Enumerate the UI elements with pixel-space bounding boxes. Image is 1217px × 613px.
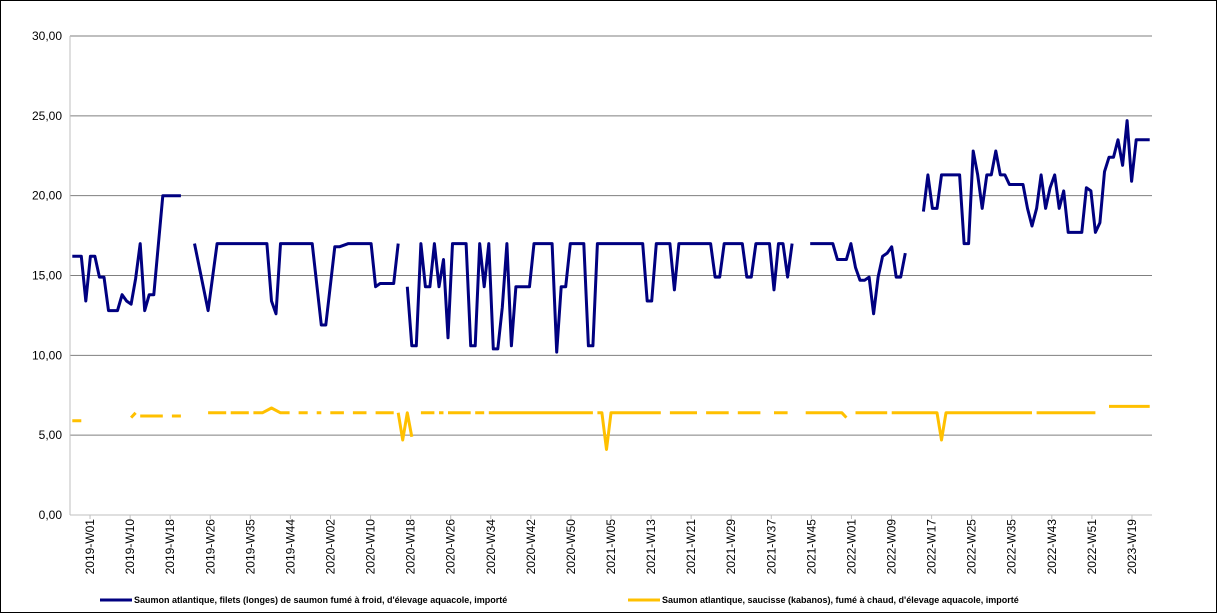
x-tick-label: 2022-W43	[1045, 519, 1059, 575]
series-line-2	[72, 404, 1150, 451]
x-tick-label: 2020-W50	[564, 519, 578, 575]
x-tick-label: 2022-W25	[965, 519, 979, 575]
x-tick-label: 2021-W29	[724, 519, 738, 575]
y-tick-label: 10,00	[32, 348, 62, 362]
y-tick-label: 5,00	[39, 428, 63, 442]
x-tick-label: 2020-W18	[404, 519, 418, 575]
x-tick-label: 2022-W51	[1085, 519, 1099, 575]
x-tick-label: 2019-W44	[283, 519, 297, 575]
x-tick-label: 2020-W42	[524, 519, 538, 575]
x-tick-label: 2022-W01	[844, 519, 858, 575]
legend-label-1: Saumon atlantique, filets (longes) de sa…	[134, 595, 507, 605]
x-tick-label: 2020-W02	[323, 519, 337, 575]
y-tick-label: 0,00	[39, 508, 63, 522]
x-tick-label: 2022-W17	[925, 519, 939, 575]
x-tick-label: 2022-W35	[1005, 519, 1019, 575]
x-tick-label: 2019-W35	[243, 519, 257, 575]
y-tick-label: 30,00	[32, 29, 62, 43]
x-tick-label: 2023-W19	[1125, 519, 1139, 575]
legend-label-2: Saumon atlantique, saucisse (kabanos), f…	[662, 595, 1019, 605]
x-tick-label: 2020-W34	[484, 519, 498, 575]
x-tick-label: 2020-W26	[444, 519, 458, 575]
y-tick-label: 25,00	[32, 109, 62, 123]
x-tick-label: 2020-W10	[364, 519, 378, 575]
x-tick-label: 2019-W01	[83, 519, 97, 575]
x-tick-label: 2019-W10	[123, 519, 137, 575]
x-tick-label: 2022-W09	[885, 519, 899, 575]
x-tick-label: 2021-W37	[764, 519, 778, 575]
y-tick-label: 20,00	[32, 189, 62, 203]
x-tick-label: 2021-W21	[684, 519, 698, 575]
series-line-1	[72, 119, 1150, 354]
x-tick-label: 2019-W18	[163, 519, 177, 575]
x-tick-label: 2021-W45	[804, 519, 818, 575]
y-tick-label: 15,00	[32, 269, 62, 283]
x-tick-label: 2021-W13	[644, 519, 658, 575]
x-tick-label: 2019-W26	[203, 519, 217, 575]
x-tick-label: 2021-W05	[604, 519, 618, 575]
